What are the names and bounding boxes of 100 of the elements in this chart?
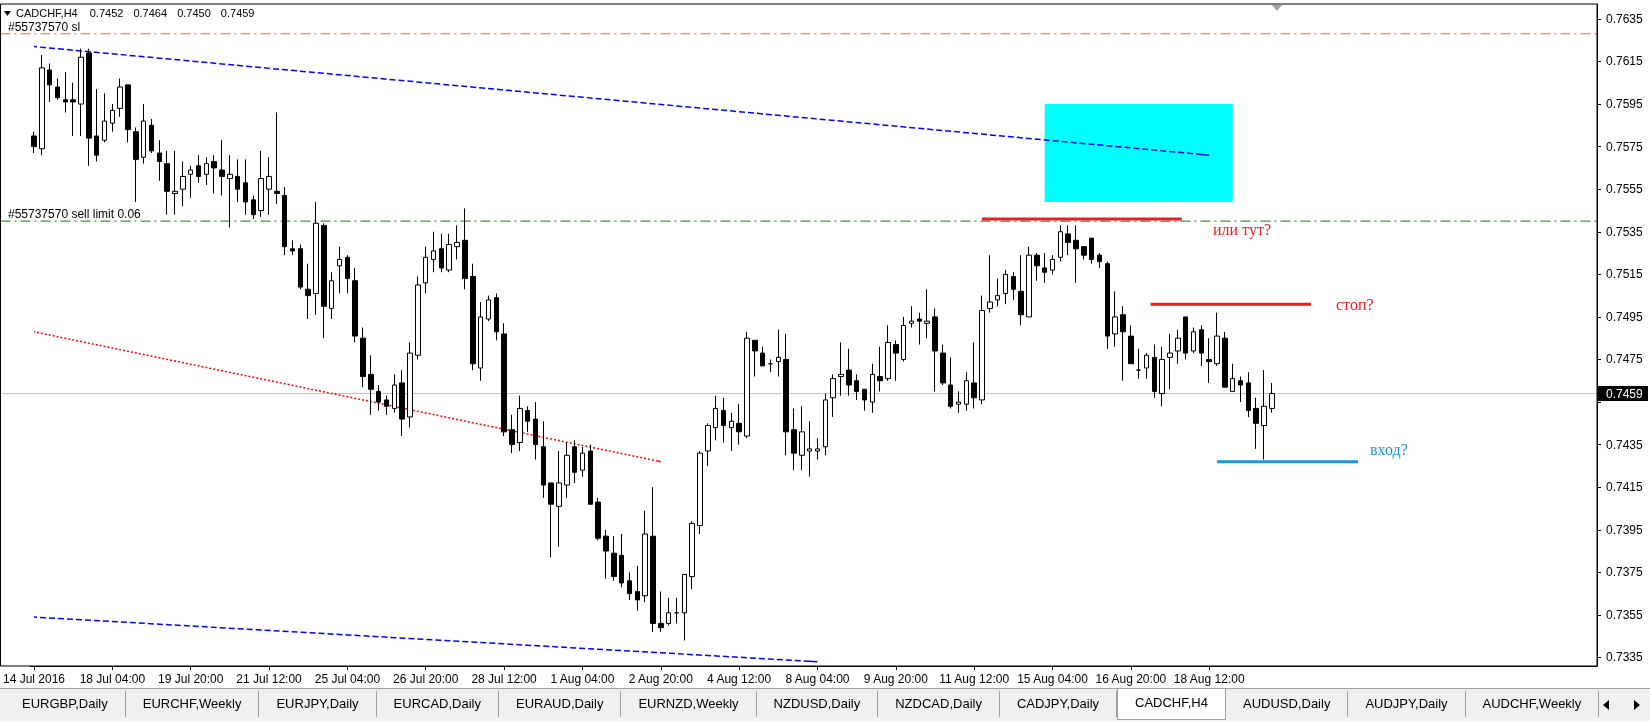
candlestick bbox=[736, 403, 742, 446]
candlestick bbox=[196, 154, 201, 184]
candlestick bbox=[102, 92, 107, 143]
candlestick bbox=[1026, 246, 1032, 318]
candlestick bbox=[971, 341, 977, 409]
candlestick bbox=[31, 131, 37, 154]
x-tick-label: 28 Jul 12:00 bbox=[471, 672, 538, 686]
candlestick bbox=[251, 195, 256, 220]
text: AUDJPY,Daily bbox=[1348, 691, 1466, 717]
candlestick bbox=[987, 254, 993, 314]
candlestick bbox=[885, 324, 891, 382]
candlestick bbox=[117, 78, 123, 118]
candlestick bbox=[376, 384, 381, 412]
x-tick-label: 14 Jul 2016 bbox=[2, 672, 66, 686]
candlestick bbox=[768, 358, 773, 373]
candlestick bbox=[862, 388, 867, 412]
candlestick bbox=[580, 446, 585, 478]
candlestick bbox=[86, 48, 92, 167]
candlestick bbox=[721, 397, 726, 443]
x-tick-label: 25 Jul 04:00 bbox=[314, 672, 381, 686]
candlestick bbox=[956, 390, 961, 414]
candlestick bbox=[219, 139, 225, 197]
chart-subtitle: 0.7452 0.7464 0.7450 0.7459 bbox=[89, 7, 255, 19]
candlestick bbox=[157, 139, 162, 182]
candlestick bbox=[729, 412, 734, 452]
x-tick-label: 1 Aug 04:00 bbox=[550, 672, 615, 686]
x-tick-label: 15 Aug 04:00 bbox=[1017, 672, 1089, 686]
candlestick bbox=[1089, 237, 1094, 265]
candlestick bbox=[149, 118, 154, 154]
candlestick bbox=[1097, 252, 1102, 269]
x-tick-label: 8 Aug 04:00 bbox=[785, 672, 850, 686]
candlestick bbox=[705, 422, 711, 467]
candlestick bbox=[423, 246, 428, 294]
candlestick bbox=[70, 82, 76, 137]
candlestick bbox=[94, 88, 99, 163]
text: EURGBP,Daily bbox=[5, 691, 126, 717]
x-tick-label: 18 Aug 12:00 bbox=[1173, 672, 1245, 686]
candlestick bbox=[893, 339, 899, 382]
candlestick bbox=[1167, 333, 1173, 390]
ref-line-label: вход? bbox=[1370, 441, 1408, 460]
candlestick bbox=[337, 246, 342, 294]
candlestick bbox=[776, 329, 781, 378]
candlestick bbox=[627, 571, 632, 601]
candlestick bbox=[783, 333, 789, 456]
candlestick bbox=[1042, 252, 1047, 284]
candlestick bbox=[1011, 271, 1016, 301]
chart-title: CADCHF,H4 bbox=[16, 7, 78, 19]
candlestick bbox=[752, 339, 758, 378]
candlestick bbox=[533, 401, 538, 461]
candlestick bbox=[932, 307, 938, 392]
ref-line-label: или тут? bbox=[1213, 221, 1271, 240]
x-tick-label: 26 Jul 20:00 bbox=[393, 672, 459, 686]
y-tick-label: 0.7615 bbox=[1606, 54, 1644, 69]
x-tick-label: 2 Aug 20:00 bbox=[628, 672, 694, 686]
candlestick bbox=[1159, 346, 1165, 407]
y-tick-label: 0.7415 bbox=[1606, 480, 1644, 495]
y-tick-label: 0.7395 bbox=[1606, 522, 1644, 537]
candlestick bbox=[501, 322, 507, 437]
candlestick bbox=[924, 288, 930, 339]
candlestick bbox=[556, 450, 562, 548]
candlestick bbox=[486, 295, 491, 322]
text: EURCAD,Daily bbox=[376, 691, 499, 717]
candlestick bbox=[870, 363, 875, 414]
candlestick bbox=[415, 275, 421, 360]
candlestick bbox=[125, 84, 131, 143]
candlestick bbox=[258, 150, 264, 218]
candlestick bbox=[1073, 224, 1079, 284]
y-tick-label: 0.7635 bbox=[1606, 11, 1644, 26]
candlestick bbox=[133, 126, 139, 203]
candlestick bbox=[1175, 329, 1181, 365]
candlestick bbox=[830, 373, 836, 418]
candlestick bbox=[909, 305, 914, 329]
candlestick bbox=[407, 341, 413, 429]
candlestick bbox=[141, 103, 146, 165]
candlestick bbox=[235, 158, 240, 203]
candlestick bbox=[164, 150, 170, 216]
candlestick bbox=[1230, 363, 1235, 392]
candlestick bbox=[399, 369, 405, 437]
candlestick bbox=[63, 71, 68, 114]
candlestick bbox=[431, 231, 436, 273]
y-tick-label: 0.7375 bbox=[1606, 565, 1644, 580]
candlestick bbox=[462, 207, 468, 290]
candlestick bbox=[1136, 348, 1141, 380]
x-tick-label: 9 Aug 20:00 bbox=[863, 672, 929, 686]
x-tick-label: 21 Jul 12:00 bbox=[236, 672, 303, 686]
candlestick bbox=[791, 407, 797, 471]
candlestick bbox=[619, 533, 624, 588]
candlestick bbox=[313, 201, 319, 316]
candlestick bbox=[274, 112, 280, 205]
candlestick bbox=[948, 356, 953, 409]
candlestick bbox=[1105, 261, 1110, 350]
candlestick bbox=[290, 239, 295, 256]
candlestick bbox=[564, 442, 570, 499]
candlestick bbox=[454, 224, 460, 260]
candlestick bbox=[180, 161, 186, 207]
candlestick bbox=[588, 444, 593, 505]
ref-line-label: 0.7459 bbox=[1606, 386, 1644, 401]
candlestick bbox=[227, 154, 233, 228]
ref-line-label: стоп? bbox=[1336, 295, 1374, 313]
candlestick bbox=[838, 341, 844, 397]
